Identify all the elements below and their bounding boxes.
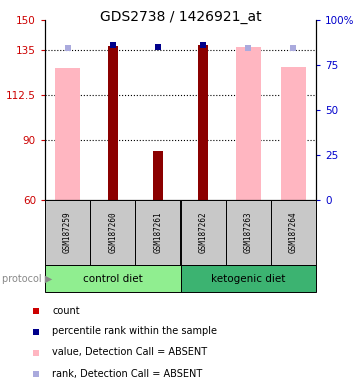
Text: protocol ▶: protocol ▶ <box>2 273 52 283</box>
Text: control diet: control diet <box>83 273 143 283</box>
Text: count: count <box>52 306 80 316</box>
Bar <box>108 46 118 200</box>
Bar <box>271 200 316 265</box>
Bar <box>90 200 135 265</box>
Bar <box>226 200 271 265</box>
Text: percentile rank within the sample: percentile rank within the sample <box>52 326 217 336</box>
Text: GSM187260: GSM187260 <box>108 212 117 253</box>
Text: GSM187264: GSM187264 <box>289 212 298 253</box>
Bar <box>180 200 226 265</box>
Text: GSM187259: GSM187259 <box>63 212 72 253</box>
Bar <box>55 68 80 200</box>
Text: value, Detection Call = ABSENT: value, Detection Call = ABSENT <box>52 348 208 358</box>
Text: rank, Detection Call = ABSENT: rank, Detection Call = ABSENT <box>52 369 203 379</box>
Bar <box>45 200 90 265</box>
Text: GSM187262: GSM187262 <box>199 212 208 253</box>
Text: GSM187263: GSM187263 <box>244 212 253 253</box>
Text: GDS2738 / 1426921_at: GDS2738 / 1426921_at <box>100 10 261 24</box>
Bar <box>45 265 180 292</box>
Bar <box>180 265 316 292</box>
Text: GSM187261: GSM187261 <box>153 212 162 253</box>
Text: ketogenic diet: ketogenic diet <box>211 273 286 283</box>
Bar <box>236 47 261 200</box>
Bar <box>198 45 208 200</box>
Bar <box>153 151 163 200</box>
Bar <box>281 67 306 200</box>
Bar <box>135 200 180 265</box>
